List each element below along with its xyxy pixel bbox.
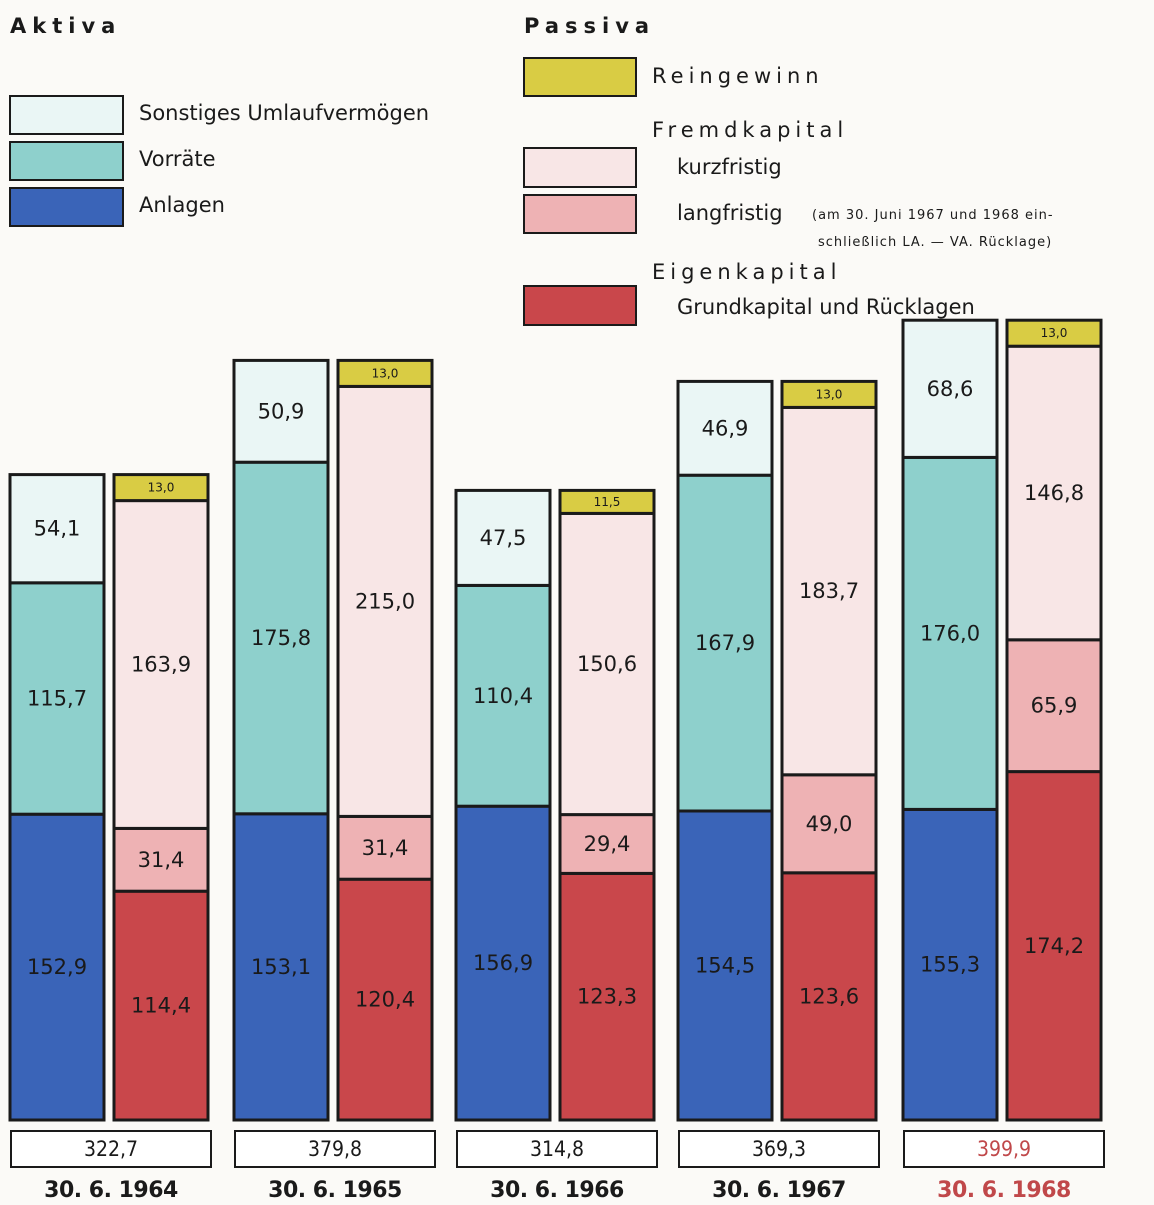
passiva-bar-3-segment-0 bbox=[780, 871, 878, 1122]
aktiva-heading: Aktiva bbox=[10, 14, 122, 38]
passiva-bar-3-segment-3 bbox=[780, 379, 878, 409]
passiva-bar-1-segment-0 bbox=[336, 877, 434, 1122]
passiva-bar-1-segment-1 bbox=[336, 814, 434, 881]
legend-label-eigenkapital: Grundkapital und Rücklagen bbox=[677, 295, 975, 319]
total-box-2: 314,8 bbox=[456, 1130, 658, 1168]
passiva-bar-1-label-3: 13,0 bbox=[372, 366, 399, 380]
passiva-bar-0-label-0: 114,4 bbox=[131, 994, 191, 1018]
passiva-bar-4-label-3: 13,0 bbox=[1041, 326, 1068, 340]
passiva-bar-0-label-2: 163,9 bbox=[131, 653, 191, 677]
date-label-4: 30. 6. 1968 bbox=[937, 1178, 1071, 1203]
aktiva-bar-2-segment-0 bbox=[454, 804, 552, 1122]
passiva-bar-2-segment-3 bbox=[558, 488, 656, 515]
aktiva-bar-4-segment-0 bbox=[901, 807, 999, 1122]
aktiva-bar-2-segment-2 bbox=[454, 488, 552, 587]
passiva-bar-3-label-0: 123,6 bbox=[799, 984, 859, 1008]
aktiva-bar-1-segment-0 bbox=[232, 812, 330, 1122]
aktiva-bar-1-label-0: 153,1 bbox=[251, 955, 311, 979]
passiva-bar-4-segment-0 bbox=[1005, 770, 1103, 1122]
passiva-bar-4-label-2: 146,8 bbox=[1024, 481, 1084, 505]
aktiva-bar-3-segment-2 bbox=[676, 379, 774, 477]
fremdkapital-heading: Fremdkapital bbox=[652, 118, 849, 142]
aktiva-bar-3-segment-0 bbox=[676, 809, 774, 1122]
date-label-1: 30. 6. 1965 bbox=[268, 1178, 402, 1203]
legend-note-line2: schließlich LA. — VA. Rücklage) bbox=[818, 235, 1053, 250]
legend-label-sonstiges: Sonstiges Umlaufvermögen bbox=[139, 101, 430, 125]
aktiva-bar-1-segment-1 bbox=[232, 460, 330, 816]
aktiva-bar-3-label-0: 154,5 bbox=[695, 954, 755, 978]
passiva-bar-2-label-3: 11,5 bbox=[594, 495, 621, 509]
aktiva-bar-2-label-1: 110,4 bbox=[473, 684, 533, 708]
passiva-bar-2-segment-0 bbox=[558, 871, 656, 1122]
total-box-3: 369,3 bbox=[678, 1130, 880, 1168]
legend-label-vorraete: Vorräte bbox=[139, 147, 216, 171]
legend-swatch-reingewinn bbox=[523, 57, 637, 97]
date-label-3: 30. 6. 1967 bbox=[712, 1178, 846, 1203]
aktiva-bar-3-label-1: 167,9 bbox=[695, 631, 755, 655]
aktiva-bar-0-label-2: 54,1 bbox=[34, 517, 81, 541]
passiva-bar-3-label-3: 13,0 bbox=[816, 387, 843, 401]
legend-swatch-sonstiges bbox=[9, 95, 124, 135]
legend-swatch-vorraete bbox=[9, 141, 124, 181]
passiva-bar-1-label-1: 31,4 bbox=[362, 836, 409, 860]
legend-note-line1: (am 30. Juni 1967 und 1968 ein- bbox=[812, 208, 1054, 223]
passiva-bar-2-label-1: 29,4 bbox=[584, 832, 631, 856]
passiva-bar-1-label-2: 215,0 bbox=[355, 589, 415, 613]
legend-swatch-anlagen bbox=[9, 187, 124, 227]
total-box-4: 399,9 bbox=[903, 1130, 1105, 1168]
eigenkapital-heading: Eigenkapital bbox=[652, 260, 842, 284]
aktiva-bar-4-label-2: 68,6 bbox=[927, 377, 974, 401]
total-box-0: 322,7 bbox=[10, 1130, 212, 1168]
aktiva-bar-4-label-0: 155,3 bbox=[920, 953, 980, 977]
passiva-bar-0-label-3: 13,0 bbox=[148, 481, 175, 495]
passiva-bar-2-label-2: 150,6 bbox=[577, 652, 637, 676]
passiva-bar-4-segment-1 bbox=[1005, 638, 1103, 774]
aktiva-bar-1-label-1: 175,8 bbox=[251, 626, 311, 650]
passiva-bar-0-segment-2 bbox=[112, 499, 210, 830]
passiva-bar-1-segment-3 bbox=[336, 358, 434, 388]
aktiva-bar-2-label-2: 47,5 bbox=[480, 526, 527, 550]
aktiva-bar-0-label-1: 115,7 bbox=[27, 687, 87, 711]
aktiva-bar-2-label-0: 156,9 bbox=[473, 951, 533, 975]
passiva-bar-3-segment-2 bbox=[780, 405, 878, 777]
aktiva-bar-4-segment-2 bbox=[901, 318, 999, 459]
legend-label-anlagen: Anlagen bbox=[139, 193, 225, 217]
aktiva-bar-1-label-2: 50,9 bbox=[258, 399, 305, 423]
passiva-bar-1-label-0: 120,4 bbox=[355, 988, 415, 1012]
aktiva-bar-2-segment-1 bbox=[454, 583, 552, 808]
date-label-2: 30. 6. 1966 bbox=[490, 1178, 624, 1203]
date-label-0: 30. 6. 1964 bbox=[44, 1178, 178, 1203]
aktiva-bar-4-label-1: 176,0 bbox=[920, 621, 980, 645]
passiva-bar-4-segment-2 bbox=[1005, 344, 1103, 642]
aktiva-bar-0-segment-0 bbox=[8, 812, 106, 1122]
legend-swatch-kurzfristig bbox=[523, 147, 637, 188]
passiva-bar-2-segment-2 bbox=[558, 511, 656, 817]
passiva-bar-4-label-1: 65,9 bbox=[1031, 694, 1078, 718]
aktiva-bar-1-segment-2 bbox=[232, 358, 330, 464]
legend-label-langfristig: langfristig bbox=[677, 201, 783, 225]
aktiva-bar-0-segment-1 bbox=[8, 581, 106, 816]
passiva-bar-4-segment-3 bbox=[1005, 318, 1103, 348]
passiva-heading: Passiva bbox=[524, 14, 656, 38]
legend-label-kurzfristig: kurzfristig bbox=[677, 155, 782, 179]
legend-swatch-langfristig bbox=[523, 194, 637, 234]
aktiva-bar-0-segment-2 bbox=[8, 473, 106, 585]
aktiva-bar-0-label-0: 152,9 bbox=[27, 955, 87, 979]
passiva-bar-3-label-1: 49,0 bbox=[806, 812, 853, 836]
passiva-bar-4-label-0: 174,2 bbox=[1024, 934, 1084, 958]
legend-label-reingewinn: Reingewinn bbox=[652, 64, 824, 88]
legend-swatch-eigenkapital bbox=[523, 285, 637, 326]
total-box-1: 379,8 bbox=[234, 1130, 436, 1168]
passiva-bar-3-label-2: 183,7 bbox=[799, 579, 859, 603]
passiva-bar-0-segment-1 bbox=[112, 826, 210, 893]
passiva-bar-0-segment-3 bbox=[112, 473, 210, 503]
aktiva-bar-3-label-2: 46,9 bbox=[702, 416, 749, 440]
passiva-bar-0-label-1: 31,4 bbox=[138, 848, 185, 872]
passiva-bar-2-label-0: 123,3 bbox=[577, 985, 637, 1009]
aktiva-bar-4-segment-1 bbox=[901, 455, 999, 811]
